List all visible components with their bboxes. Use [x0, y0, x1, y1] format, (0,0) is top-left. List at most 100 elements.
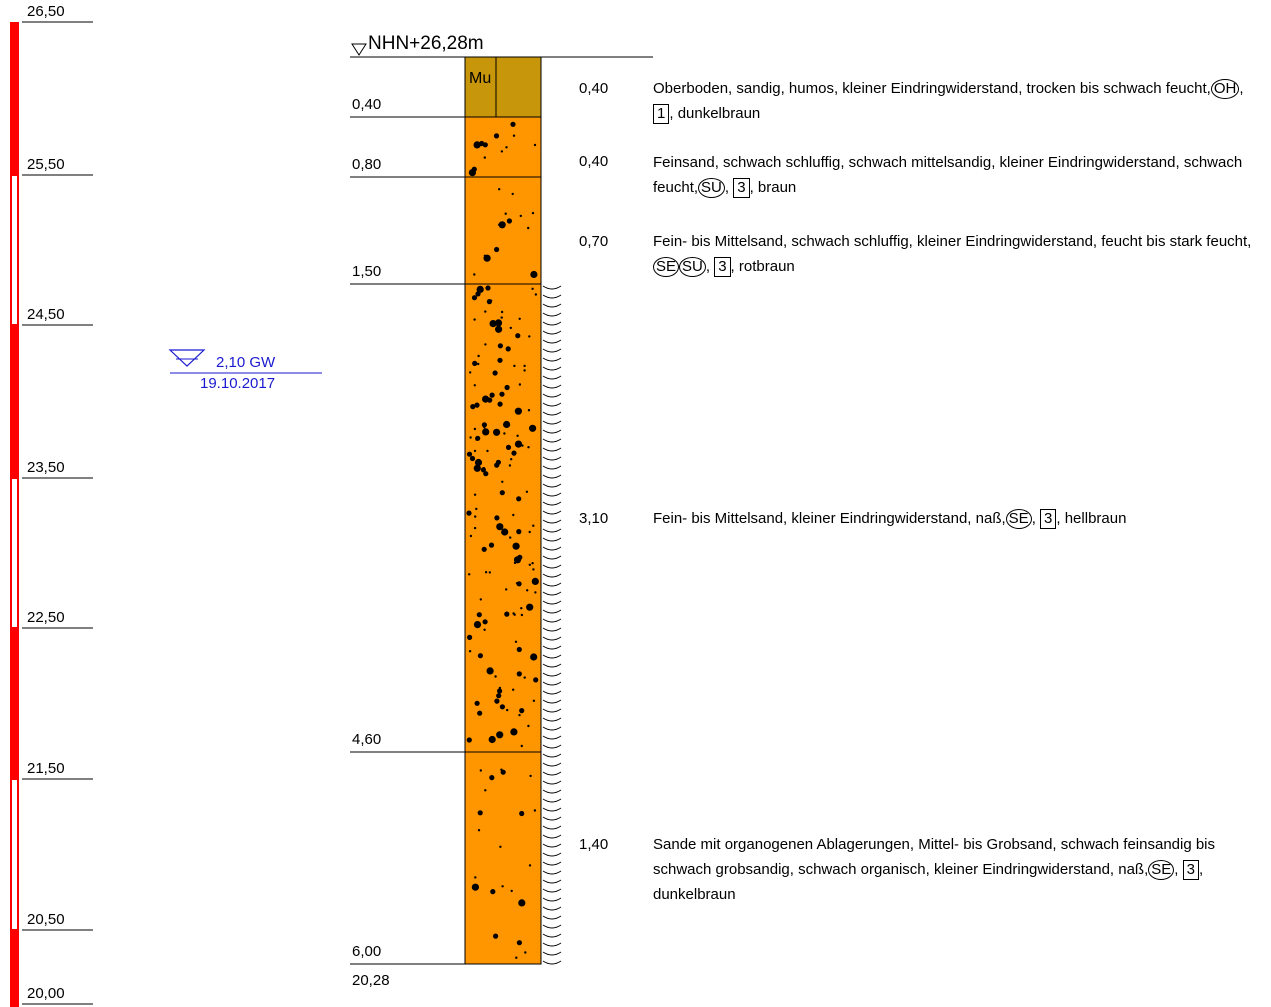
wet-mark	[542, 663, 562, 668]
grain-dot	[483, 471, 489, 477]
grain-dot	[466, 737, 472, 743]
soil-group-symbol: SE	[653, 257, 680, 277]
layer-description: Fein- bis Mittelsand, kleiner Eindringwi…	[653, 509, 1127, 529]
wet-mark	[542, 537, 562, 542]
grain-dot	[467, 634, 473, 641]
grain-dot	[512, 542, 520, 550]
wet-mark	[542, 699, 562, 704]
grain-dot	[501, 528, 509, 536]
depth-label: 6,00	[352, 943, 382, 960]
grain-dot	[527, 226, 530, 230]
scale-label: 24,50	[27, 306, 65, 323]
wet-mark	[542, 933, 562, 938]
grain-dot	[498, 188, 501, 191]
grain-dot	[519, 214, 522, 218]
wet-mark	[542, 924, 562, 929]
grain-dot	[469, 371, 472, 374]
wet-mark	[542, 564, 562, 569]
grain-dot	[493, 933, 499, 939]
grain-dot	[534, 293, 538, 296]
wet-mark	[542, 870, 562, 875]
wet-mark	[542, 384, 562, 389]
grain-dot	[479, 598, 482, 601]
grain-dot	[481, 546, 487, 552]
grain-dot	[511, 192, 514, 196]
grain-dot	[533, 143, 537, 147]
grain-dot	[466, 451, 473, 457]
layer-fein-mittelsand-1	[464, 176, 542, 285]
wet-mark	[542, 339, 562, 344]
grain-dot	[473, 273, 476, 276]
soil-color: dunkelbraun	[653, 886, 736, 903]
grain-dot	[471, 295, 478, 301]
wet-mark	[542, 312, 562, 317]
grain-dot	[486, 667, 494, 675]
grain-dot	[494, 515, 500, 521]
grain-dot	[494, 698, 500, 704]
grain-dot	[515, 582, 519, 585]
grain-dot	[500, 310, 504, 314]
wet-mark	[542, 645, 562, 650]
grain-dot	[510, 121, 516, 127]
wet-mark	[542, 465, 562, 470]
grain-dot	[497, 343, 503, 349]
grain-dot	[500, 150, 504, 153]
grain-dot	[473, 318, 476, 321]
grain-dot	[518, 899, 526, 907]
grain-dot	[504, 611, 510, 617]
grain-dot	[469, 534, 473, 538]
grain-dot	[530, 270, 538, 279]
grain-dot	[528, 563, 531, 566]
grain-dot	[495, 325, 503, 333]
grain-dot	[519, 810, 525, 817]
description-text: Feinsand, schwach schluffig, schwach mit…	[653, 154, 1243, 196]
grain-dot	[474, 876, 477, 879]
wet-mark	[542, 501, 562, 506]
wet-mark	[542, 861, 562, 866]
description-text: Fein- bis Mittelsand, kleiner Eindringwi…	[653, 510, 1006, 527]
soil-group-symbol: SE	[1005, 509, 1032, 529]
wet-mark	[542, 915, 562, 920]
grain-dot	[489, 320, 497, 328]
wet-mark	[542, 285, 562, 290]
grain-dot	[515, 956, 518, 959]
grain-dot	[521, 444, 524, 447]
grain-dot	[484, 789, 487, 792]
wet-mark	[542, 708, 562, 713]
grain-dot	[525, 490, 529, 493]
soil-color: rotbraun	[738, 258, 795, 275]
grain-dot	[523, 676, 526, 679]
wet-mark	[542, 816, 562, 821]
grain-dot	[479, 769, 482, 772]
grain-dot	[477, 829, 481, 832]
soil-class-box: 3	[733, 178, 750, 198]
grain-dot	[512, 513, 515, 517]
wet-mark	[542, 735, 562, 740]
wet-mark	[542, 411, 562, 416]
scale-label: 26,50	[27, 3, 65, 20]
grain-dot	[482, 467, 486, 470]
wet-mark	[542, 447, 562, 452]
grain-dot	[505, 146, 508, 149]
grain-dot	[488, 571, 491, 574]
wet-mark	[542, 807, 562, 812]
grain-dot	[532, 524, 535, 527]
grain-dot	[528, 864, 532, 867]
wet-mark	[542, 528, 562, 533]
topsoil-symbol: Mu	[469, 70, 492, 87]
wet-mark	[542, 906, 562, 911]
wet-mark	[542, 357, 562, 362]
grain-dot	[485, 285, 491, 291]
grain-dot	[500, 769, 506, 775]
grain-dot	[483, 156, 486, 159]
borehole-column	[464, 56, 542, 965]
layer-organogen	[464, 751, 542, 965]
wet-mark	[542, 834, 562, 839]
grain-dot	[492, 370, 498, 376]
grain-dot	[471, 883, 479, 891]
grain-dot	[506, 218, 512, 224]
wet-mark	[542, 600, 562, 605]
grain-dot	[518, 713, 521, 717]
groundwater-marker	[168, 349, 322, 374]
